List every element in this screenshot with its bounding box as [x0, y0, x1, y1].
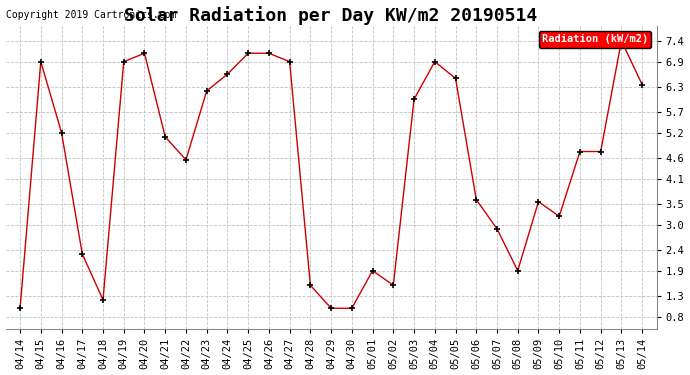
Title: Solar Radiation per Day KW/m2 20190514: Solar Radiation per Day KW/m2 20190514 [124, 6, 538, 24]
Text: Copyright 2019 Cartronics.com: Copyright 2019 Cartronics.com [6, 10, 176, 20]
Legend: Radiation (kW/m2): Radiation (kW/m2) [539, 31, 651, 48]
